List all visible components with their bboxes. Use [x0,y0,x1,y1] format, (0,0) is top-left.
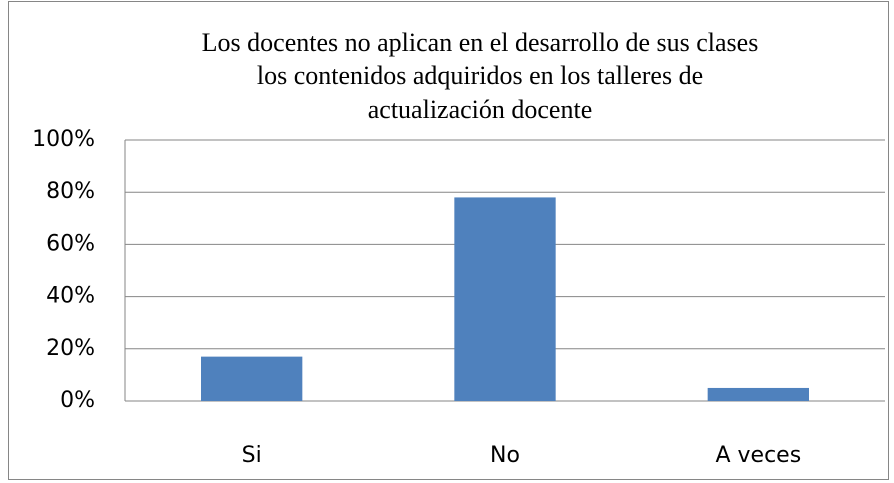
y-tick-label: 80% [46,179,95,204]
bar [201,356,303,401]
bar [454,197,556,401]
x-tick-label: A veces [715,443,801,468]
y-tick-label: 100% [32,127,95,152]
y-tick-label: 0% [60,388,95,413]
chart-title: Los docentes no aplican en el desarrollo… [202,28,759,57]
chart-title: actualización docente [368,95,592,124]
y-tick-label: 40% [46,284,95,309]
chart-title: los contenidos adquiridos en los tallere… [257,61,703,90]
y-tick-label: 20% [46,336,95,361]
bar [707,387,809,401]
y-tick-label: 60% [46,231,95,256]
x-tick-label: Si [242,443,262,468]
x-tick-label: No [490,443,520,468]
